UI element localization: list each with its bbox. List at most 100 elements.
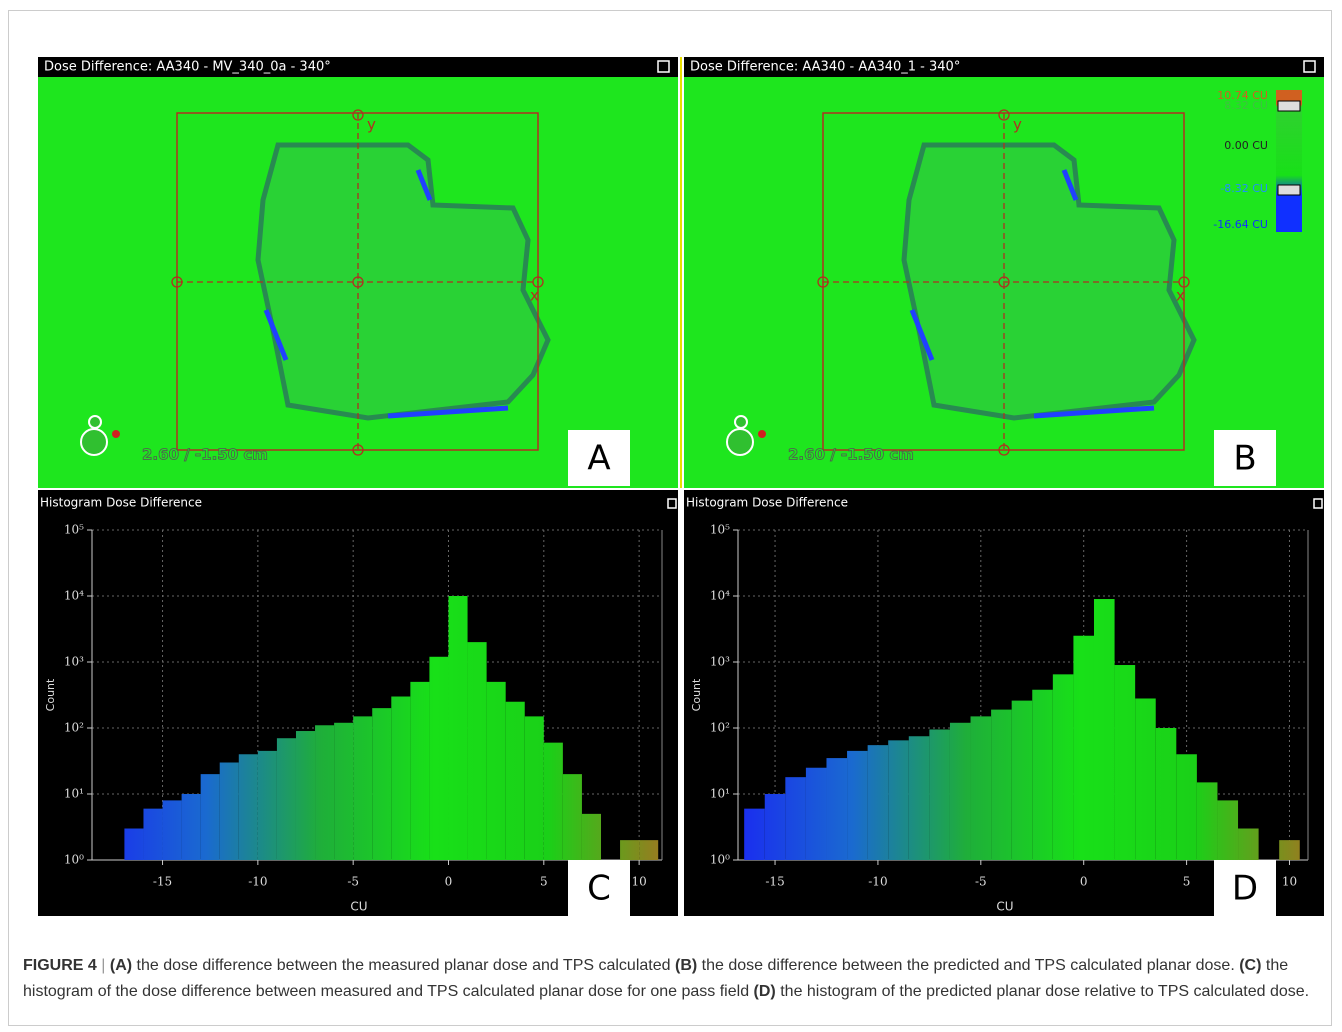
histogram-bar [868, 745, 889, 860]
y-tick-label: 10⁵ [64, 523, 84, 537]
histogram-bar [744, 809, 765, 860]
histogram-bar [334, 723, 353, 860]
histogram-bar [353, 716, 372, 860]
caption-separator: | [101, 957, 105, 974]
x-tick-label: -10 [868, 875, 887, 889]
histogram-bar [785, 777, 806, 860]
panel-letter: C [587, 869, 611, 909]
histogram-bar [239, 754, 258, 860]
histogram-title: Histogram Dose Difference [40, 496, 202, 510]
histogram-bar [826, 758, 847, 860]
position-readout: 2.60 / -1.50 cm [142, 446, 268, 464]
scale-handle [1278, 101, 1300, 111]
histogram-bar [1053, 674, 1074, 860]
histogram-bar [372, 708, 391, 860]
histogram-bar [1115, 665, 1136, 860]
position-readout: 2.60 / -1.50 cm [788, 446, 914, 464]
histogram-bar [258, 751, 277, 860]
histogram-bar [487, 682, 506, 860]
caption-text: the dose difference between the measured… [137, 957, 671, 974]
caption-key: (B) [675, 957, 697, 974]
histogram-bar [201, 774, 220, 860]
histogram-bar [1073, 636, 1094, 860]
histogram-bar [468, 642, 487, 860]
x-tick-label: -5 [347, 875, 359, 889]
orientation-hand [758, 430, 766, 438]
x-tick-label: -15 [765, 875, 784, 889]
y-tick-label: 10⁰ [710, 853, 730, 867]
histogram-bar [929, 729, 950, 860]
histogram-bar [847, 751, 868, 860]
caption-text: the histogram of the predicted planar do… [780, 983, 1309, 1000]
scale-label: 8.32 CU [1224, 99, 1268, 112]
x-tick-label: -10 [248, 875, 267, 889]
x-tick-label: 10 [631, 875, 646, 889]
histogram-bar [1156, 728, 1177, 860]
histogram-bar [991, 710, 1012, 860]
axis-x-label: x [1176, 287, 1185, 305]
histogram-bar [1197, 782, 1218, 860]
histogram-bar [1094, 599, 1115, 860]
histogram-bar [888, 740, 909, 860]
y-tick-label: 10⁴ [64, 589, 84, 603]
orientation-body [727, 429, 753, 455]
axis-y-label: y [367, 116, 376, 134]
histogram-bar [1135, 698, 1156, 860]
histogram-bar [639, 840, 658, 860]
scale-label: 0.00 CU [1224, 139, 1268, 152]
histogram-bar [1279, 840, 1300, 860]
y-tick-label: 10² [710, 721, 730, 735]
y-axis-label: Count [690, 678, 703, 711]
histogram-bar [563, 774, 582, 860]
histogram-bar [620, 840, 639, 860]
histogram-bar [124, 829, 143, 860]
histogram-bar [525, 716, 544, 860]
histogram-bar [909, 736, 930, 860]
histogram-bar [1238, 829, 1259, 860]
y-axis-label: Count [44, 678, 57, 711]
histogram-bar [1217, 800, 1238, 860]
page: Dose Difference: AA340 - MV_340_0a - 340… [0, 0, 1342, 1032]
histogram-bar [429, 657, 448, 860]
caption-key: (C) [1239, 957, 1261, 974]
histogram-bar [506, 702, 525, 860]
y-tick-label: 10² [64, 721, 84, 735]
histogram-bar [182, 794, 201, 860]
histogram-bar [1032, 690, 1053, 860]
y-tick-label: 10¹ [64, 787, 84, 801]
x-axis-label: CU [350, 900, 367, 914]
y-tick-label: 10¹ [710, 787, 730, 801]
histogram-bar [163, 800, 182, 860]
orientation-head [735, 416, 747, 428]
x-axis-label: CU [996, 900, 1013, 914]
orientation-body [81, 429, 107, 455]
histogram-bar [410, 682, 429, 860]
histogram-bar [971, 716, 992, 860]
orientation-hand [112, 430, 120, 438]
panel-letter: D [1232, 869, 1258, 909]
y-tick-label: 10³ [64, 655, 84, 669]
panel-letter: A [587, 439, 610, 479]
caption-label: FIGURE 4 [23, 957, 97, 974]
histogram-bar [277, 738, 296, 860]
axis-y-label: y [1013, 116, 1022, 134]
map-title: Dose Difference: AA340 - MV_340_0a - 340… [44, 60, 331, 75]
caption-key: (A) [110, 957, 132, 974]
x-tick-label: 10 [1282, 875, 1297, 889]
histogram-bar [806, 768, 827, 860]
scale-handle [1278, 185, 1300, 195]
orientation-head [89, 416, 101, 428]
histogram-bar [1012, 701, 1033, 860]
y-tick-label: 10³ [710, 655, 730, 669]
histogram-bar [448, 596, 467, 860]
caption-body: (A) the dose difference between the meas… [23, 957, 1309, 1000]
histogram-bar [143, 809, 162, 860]
histogram-title: Histogram Dose Difference [686, 496, 848, 510]
y-tick-label: 10⁰ [64, 853, 84, 867]
y-tick-label: 10⁴ [710, 589, 730, 603]
histogram-bar [220, 763, 239, 860]
x-tick-label: 0 [1080, 875, 1088, 889]
histogram-bar [544, 743, 563, 860]
histogram-bar [582, 814, 601, 860]
axis-x-label: x [530, 287, 539, 305]
